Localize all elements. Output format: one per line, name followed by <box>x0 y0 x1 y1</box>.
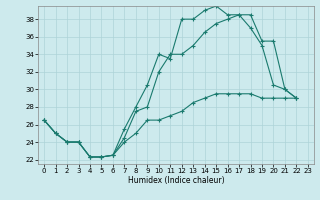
X-axis label: Humidex (Indice chaleur): Humidex (Indice chaleur) <box>128 176 224 185</box>
